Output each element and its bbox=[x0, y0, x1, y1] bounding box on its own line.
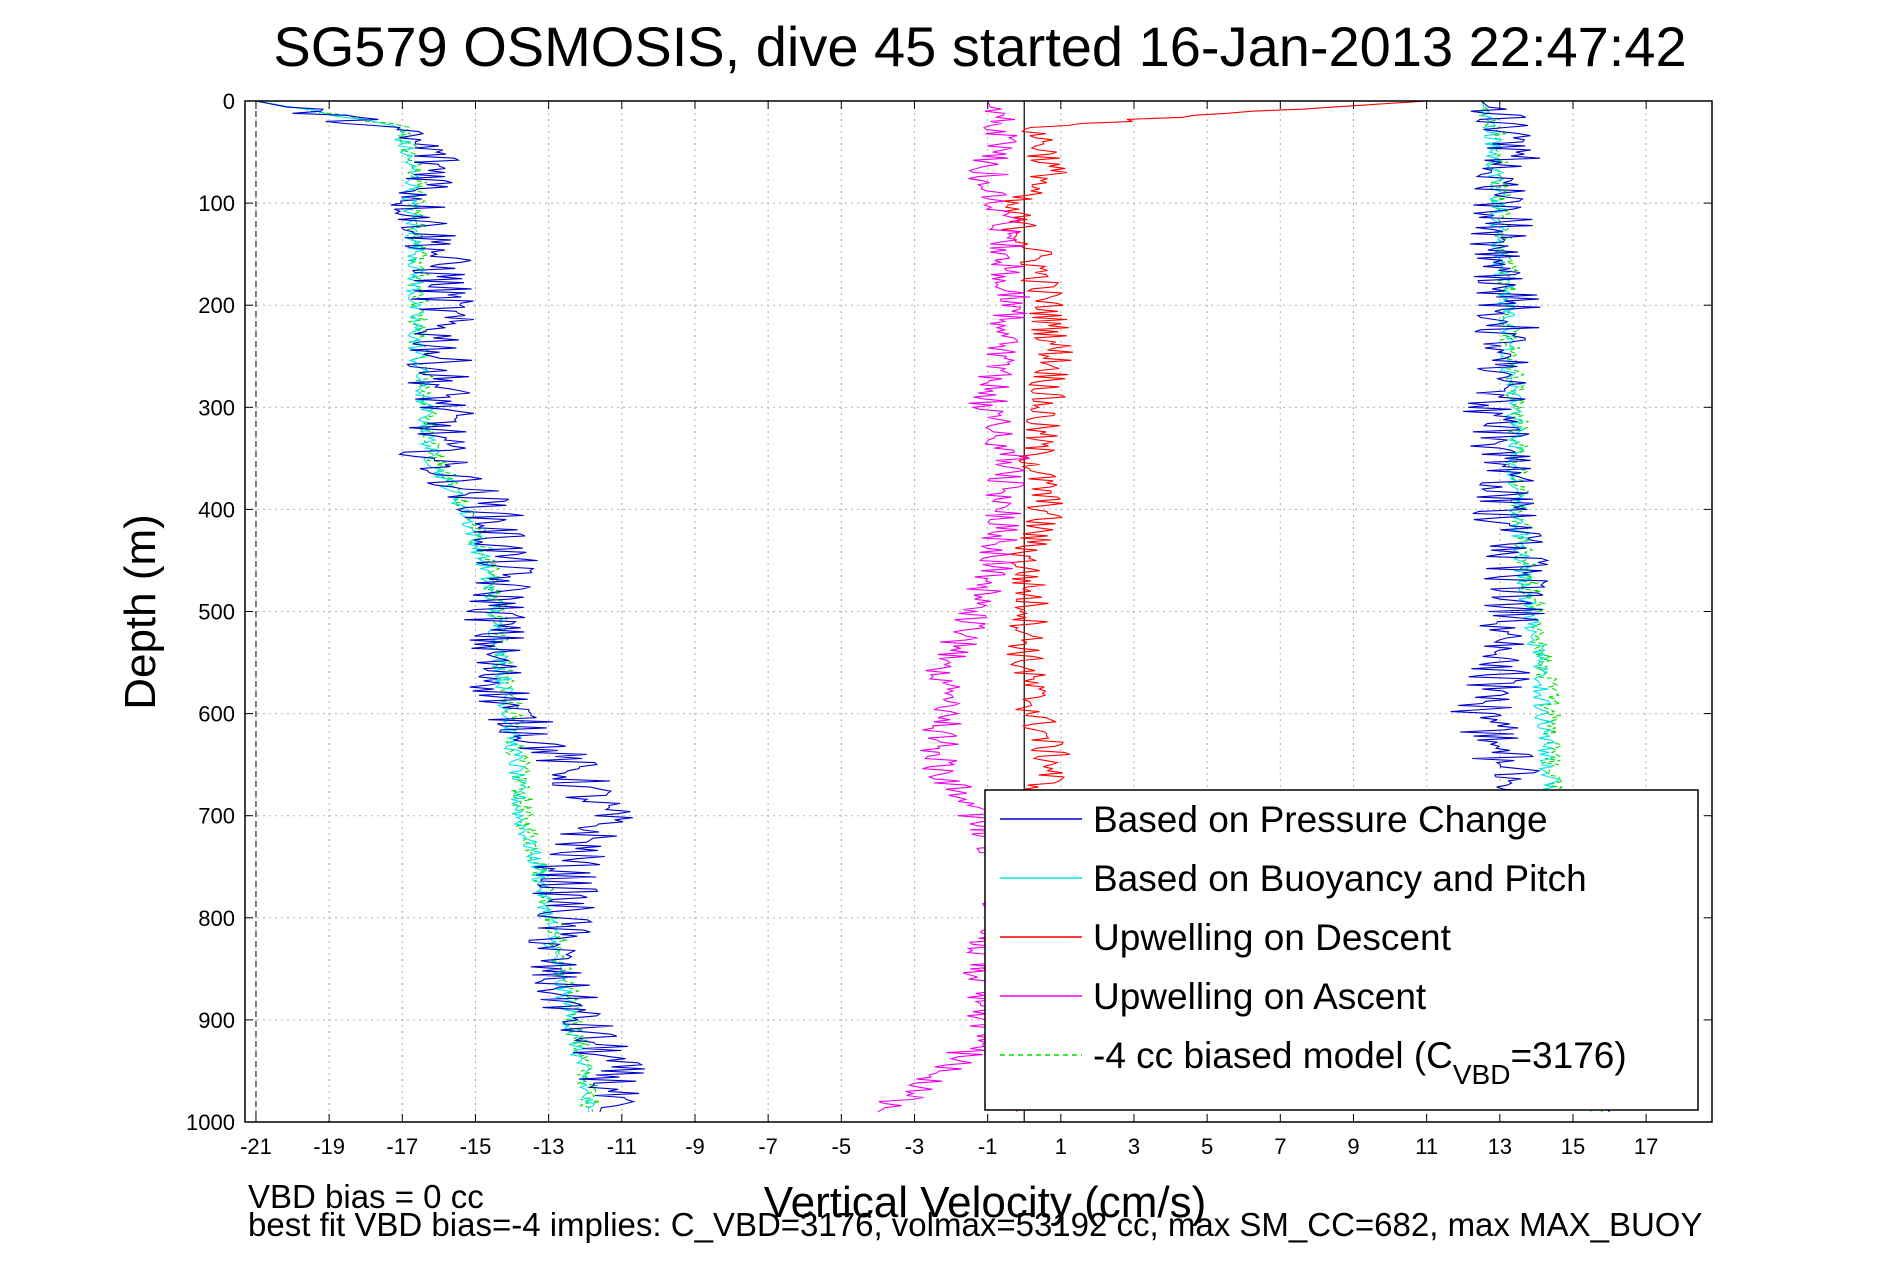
series-line-ascent-ascent bbox=[877, 100, 1031, 1113]
legend-label-descent: Upwelling on Descent bbox=[1093, 917, 1452, 958]
x-tick-label: 7 bbox=[1274, 1134, 1286, 1159]
footer-bias-line: VBD bias = 0 cc bbox=[248, 1178, 484, 1215]
y-tick-label: 600 bbox=[198, 702, 235, 727]
x-axis-label: Vertical Velocity (cm/s) bbox=[764, 1178, 1207, 1227]
x-tick-label: -13 bbox=[533, 1134, 565, 1159]
y-tick-label: 800 bbox=[198, 906, 235, 931]
y-tick-label: 0 bbox=[223, 89, 235, 114]
x-tick-label: -1 bbox=[978, 1134, 998, 1159]
y-tick-label: 200 bbox=[198, 293, 235, 318]
x-tick-label: 11 bbox=[1415, 1134, 1438, 1159]
y-tick-label: 300 bbox=[198, 395, 235, 420]
x-tick-label: 13 bbox=[1488, 1134, 1512, 1159]
x-tick-label: -7 bbox=[758, 1134, 778, 1159]
y-tick-label: 700 bbox=[198, 804, 235, 829]
x-tick-label: 5 bbox=[1201, 1134, 1213, 1159]
y-tick-label: 400 bbox=[198, 497, 235, 522]
x-tick-label: -21 bbox=[240, 1134, 272, 1159]
legend-label-ascent: Upwelling on Ascent bbox=[1093, 976, 1427, 1017]
x-tick-label: -5 bbox=[832, 1134, 852, 1159]
y-tick-label: 500 bbox=[198, 600, 235, 625]
x-tick-label: -3 bbox=[905, 1134, 925, 1159]
x-tick-label: -11 bbox=[607, 1134, 637, 1159]
y-tick-label: 100 bbox=[198, 191, 235, 216]
x-tick-label: -15 bbox=[460, 1134, 492, 1159]
legend-box bbox=[984, 789, 1699, 1111]
x-tick-label: -19 bbox=[313, 1134, 345, 1159]
x-tick-label: 17 bbox=[1634, 1134, 1658, 1159]
legend-label-buoyancy: Based on Buoyancy and Pitch bbox=[1093, 858, 1587, 899]
series-line-pressure-descent bbox=[255, 100, 645, 1112]
x-tick-label: 15 bbox=[1561, 1134, 1585, 1159]
x-tick-label: 1 bbox=[1055, 1134, 1067, 1159]
x-tick-label: 3 bbox=[1128, 1134, 1140, 1159]
legend-label-biased: -4 cc biased model (CVBD=3176) bbox=[1093, 1035, 1627, 1090]
footer-fit-line: best fit VBD bias=-4 implies: C_VBD=3176… bbox=[248, 1206, 1702, 1243]
legend-label-pressure: Based on Pressure Change bbox=[1093, 799, 1548, 840]
chart-title: SG579 OSMOSIS, dive 45 started 16-Jan-20… bbox=[273, 15, 1686, 78]
y-tick-label: 1000 bbox=[186, 1110, 235, 1135]
x-axis-ticks: -21 -19 -17 -15 -13 -11 -9 -7 -5 -3 -1 1 3 5 7 9 11 13 15 1… bbox=[240, 101, 1658, 1159]
y-axis-label: Depth (m) bbox=[116, 514, 165, 710]
legend: Based on Pressure Change Based on Buoyan… bbox=[984, 789, 1699, 1111]
y-axis-ticks: 0 100 200 300 400 500 600 700 800 900 1000 bbox=[186, 89, 1712, 1135]
x-tick-label: 9 bbox=[1347, 1134, 1359, 1159]
y-tick-label: 900 bbox=[198, 1008, 235, 1033]
x-tick-label: -9 bbox=[685, 1134, 705, 1159]
x-tick-label: -17 bbox=[386, 1134, 418, 1159]
